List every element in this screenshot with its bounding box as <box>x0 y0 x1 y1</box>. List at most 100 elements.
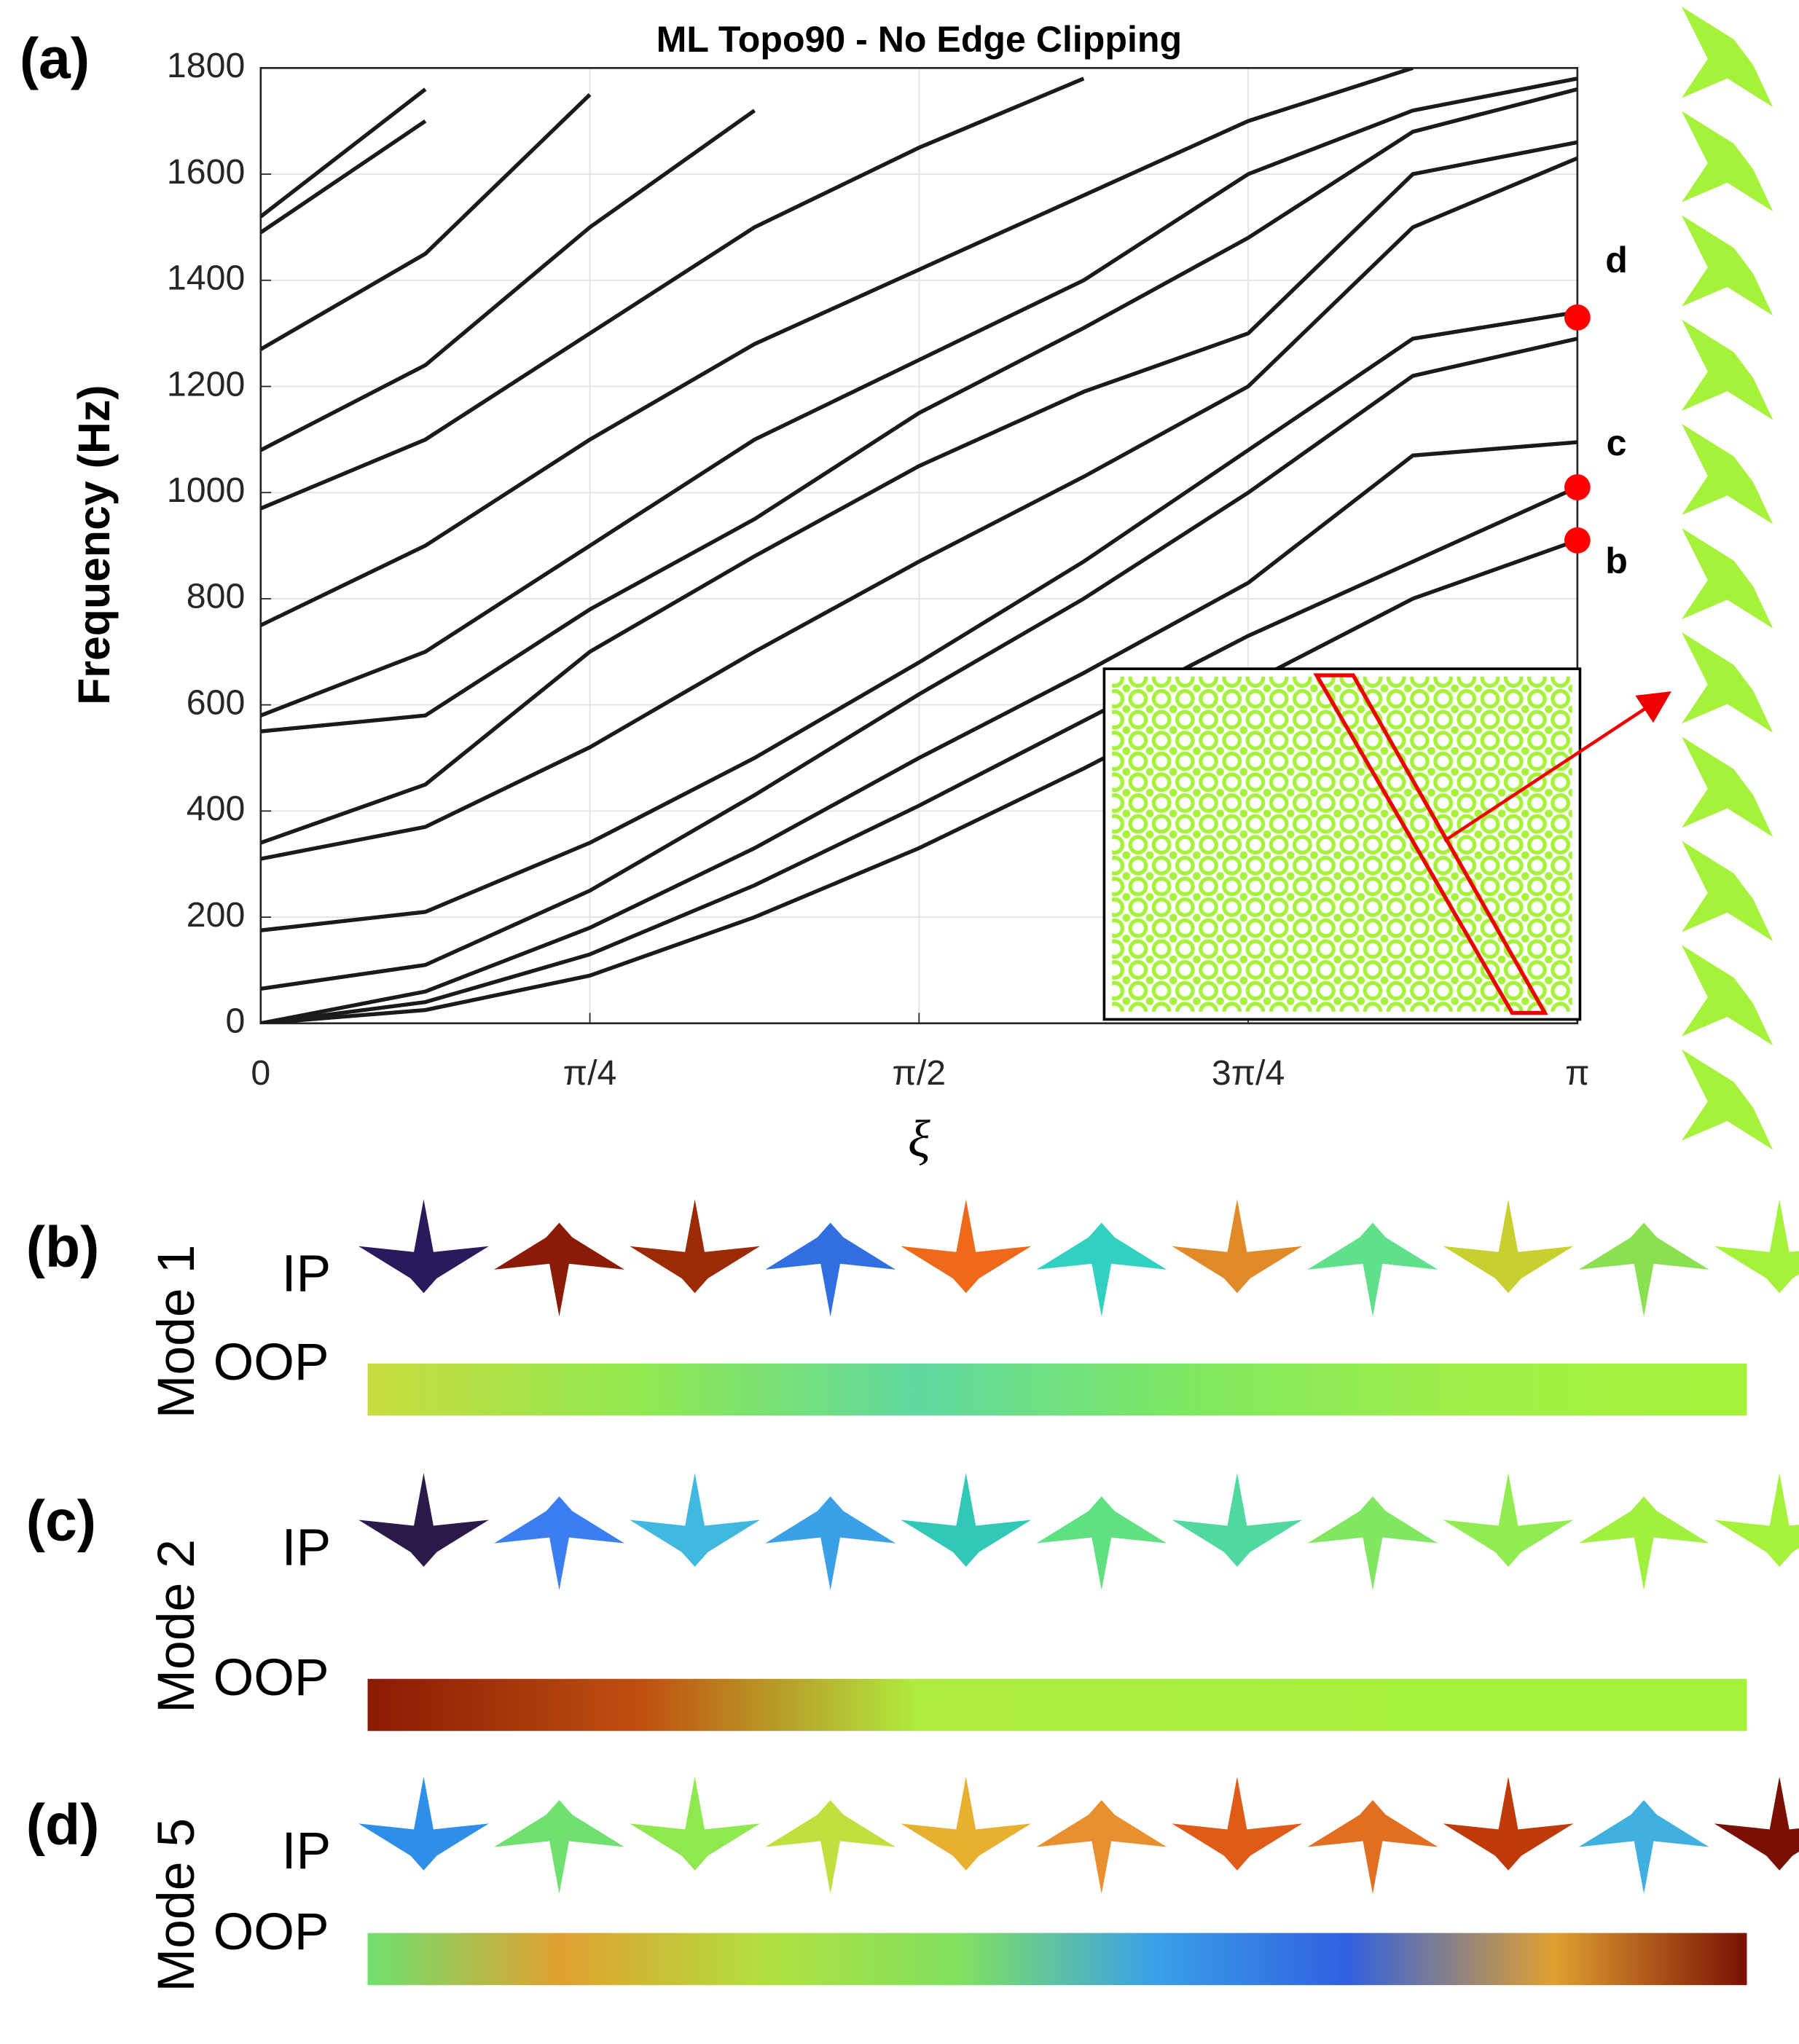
chain-cell <box>1681 527 1773 629</box>
chain-cell <box>1681 319 1773 420</box>
unit-cell <box>1172 1199 1303 1294</box>
dispersion-curve <box>260 68 1414 627</box>
dispersion-curve <box>260 119 427 235</box>
inset <box>1102 667 1671 1021</box>
chain-cell <box>1681 1049 1773 1150</box>
dispersion-curve <box>260 538 1577 1023</box>
inset-lattice <box>1112 676 1572 1012</box>
oop-band <box>367 1363 1747 1416</box>
chain-cell <box>1681 841 1773 942</box>
mode-marker-label: c <box>1607 422 1627 463</box>
unit-cell <box>1443 1776 1574 1871</box>
mode-shape <box>358 1199 1799 1416</box>
y-tick-label: 1000 <box>167 471 245 510</box>
dispersion-curve <box>260 310 1577 932</box>
unit-cell <box>630 1199 761 1294</box>
unit-cell <box>1714 1199 1799 1294</box>
unit-cell <box>901 1473 1032 1567</box>
x-tick-label: 0 <box>251 1053 270 1093</box>
mode-marker <box>1564 304 1591 331</box>
y-tick-label: 1800 <box>167 46 245 85</box>
unit-cell <box>630 1473 761 1567</box>
mode-marker-label: d <box>1605 240 1628 280</box>
dispersion-curve <box>260 440 1577 1023</box>
unit-cell <box>358 1473 489 1567</box>
row-label: IP <box>282 1245 332 1303</box>
y-tick-label: 1400 <box>167 259 245 298</box>
dispersion-curve <box>260 76 1085 511</box>
mode-shape <box>358 1776 1799 1986</box>
y-tick-label: 1600 <box>167 152 245 192</box>
unit-cell <box>1036 1222 1167 1317</box>
chain-cell <box>1681 945 1773 1046</box>
unit-cell <box>901 1199 1032 1294</box>
unit-cell <box>1578 1800 1709 1894</box>
unit-cell <box>1307 1222 1438 1317</box>
unit-strip <box>1313 673 1548 1015</box>
unit-cell <box>1443 1473 1574 1567</box>
row-label: IP <box>282 1518 332 1576</box>
unit-cell <box>1172 1776 1303 1871</box>
panel-label: (c) <box>26 1488 96 1552</box>
unit-cell <box>1307 1800 1438 1894</box>
unit-cell <box>765 1222 896 1317</box>
dispersion-curve <box>260 156 1577 861</box>
mode-name: Mode 1 <box>147 1245 205 1419</box>
dispersion-curve <box>260 87 427 219</box>
chain-cell <box>1681 7 1773 108</box>
unit-cell <box>630 1776 761 1871</box>
unit-cell <box>1036 1496 1167 1591</box>
unit-cell <box>1443 1199 1574 1294</box>
y-tick-label: 0 <box>225 1002 245 1041</box>
mode-shape <box>358 1473 1799 1731</box>
chain-cell <box>1681 632 1773 733</box>
row-label: OOP <box>213 1333 329 1391</box>
row-label: OOP <box>213 1648 329 1707</box>
chart-title: ML Topo90 - No Edge Clipping <box>657 19 1182 60</box>
inset-frame <box>1102 667 1582 1021</box>
unit-cell <box>1714 1473 1799 1567</box>
y-tick-label: 600 <box>187 683 246 722</box>
x-tick-label: 3π/4 <box>1212 1053 1285 1093</box>
row-label: OOP <box>213 1903 329 1961</box>
unit-cell <box>358 1199 489 1294</box>
oop-band <box>367 1933 1747 1986</box>
unit-cell <box>494 1222 624 1317</box>
unit-cell <box>1578 1496 1709 1591</box>
unit-cell <box>765 1496 896 1591</box>
dispersion-curve <box>260 109 756 452</box>
y-tick-label: 1200 <box>167 364 245 404</box>
y-axis-label: Frequency (Hz) <box>69 385 119 704</box>
unit-cell <box>1578 1222 1709 1317</box>
y-tick-label: 800 <box>187 577 246 616</box>
chain-cell <box>1681 736 1773 837</box>
unit-cell <box>358 1776 489 1871</box>
dispersion-curve <box>260 76 1577 718</box>
y-tick-label: 200 <box>187 895 246 935</box>
dispersion-curve <box>260 93 592 351</box>
panel-label: (a) <box>20 26 90 90</box>
curves <box>260 68 1577 1023</box>
x-tick-label: π/4 <box>563 1053 617 1093</box>
chain-cell <box>1681 423 1773 524</box>
arrow <box>1443 691 1671 843</box>
unit-cell <box>901 1776 1032 1871</box>
x-tick-label: π <box>1565 1053 1589 1093</box>
dispersion-curve <box>260 485 1577 1023</box>
mode-marker-label: b <box>1605 541 1628 581</box>
unit-cell <box>765 1800 896 1894</box>
chain-cell <box>1681 215 1773 316</box>
y-tick-label: 400 <box>187 789 246 828</box>
row-label: IP <box>282 1822 332 1880</box>
markers: b c d <box>1564 240 1628 581</box>
mode-marker <box>1564 527 1591 554</box>
dispersion-curve <box>260 87 1577 734</box>
unit-cell <box>1307 1496 1438 1591</box>
unit-cell <box>1036 1800 1167 1894</box>
x-axis-label: ξ <box>908 1111 930 1168</box>
mode-name: Mode 5 <box>147 1818 205 1992</box>
unit-cell <box>1714 1776 1799 1871</box>
dispersion-curve <box>260 337 1577 991</box>
